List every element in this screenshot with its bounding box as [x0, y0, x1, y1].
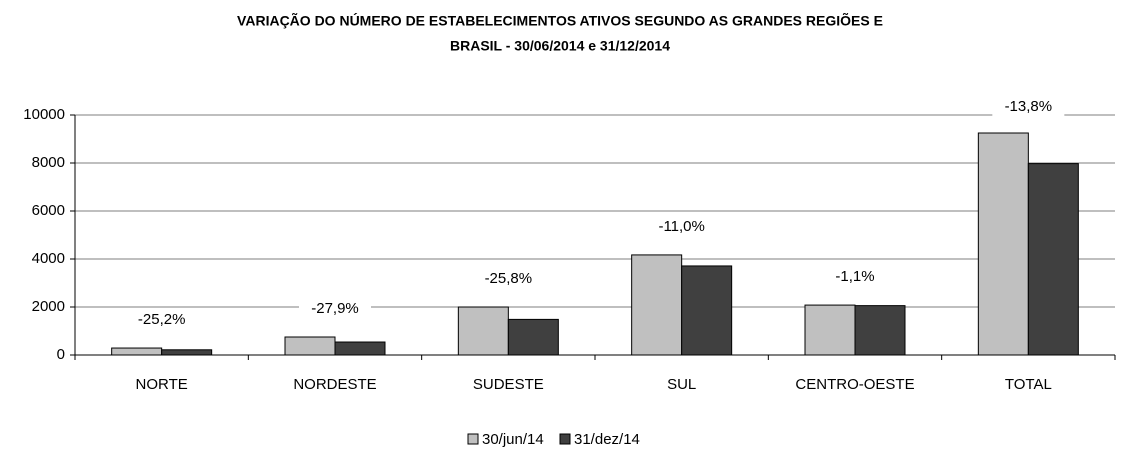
annotation-bg: [125, 310, 198, 331]
y-tick-label: 6000: [32, 202, 65, 219]
annotation: -27,9%: [311, 300, 359, 317]
bar: [334, 341, 386, 356]
bar: [977, 132, 1029, 356]
x-tick-label: SUDESTE: [473, 376, 544, 393]
annotation-bg: [645, 216, 718, 237]
y-tick-label: 4000: [32, 250, 65, 267]
y-tick-label: 0: [57, 346, 65, 363]
annotation-bg: [299, 299, 371, 319]
annotation: -25,8%: [485, 270, 533, 287]
annotation: -13,8%: [1005, 98, 1053, 115]
x-tick-label: NORTE: [136, 376, 188, 393]
x-tick-label: CENTRO-OESTE: [795, 376, 914, 393]
bar: [507, 318, 559, 356]
bar: [161, 349, 213, 356]
annotation: -25,2%: [138, 311, 186, 328]
legend-swatch: [559, 433, 571, 445]
x-tick-label: NORDESTE: [293, 376, 376, 393]
y-tick-label: 8000: [32, 154, 65, 171]
x-tick-label: SUL: [667, 376, 696, 393]
bar: [631, 254, 683, 356]
bar: [457, 306, 509, 356]
annotation: -11,0%: [658, 218, 704, 235]
chart-title: VARIAÇÃO DO NÚMERO DE ESTABELECIMENTOS A…: [237, 12, 883, 29]
annotation-bg: [819, 267, 891, 288]
y-tick-label: 2000: [32, 298, 65, 315]
legend-label: 31/dez/14: [574, 431, 640, 448]
bar: [284, 336, 336, 356]
chart-title: BRASIL - 30/06/2014 e 31/12/2014: [450, 38, 670, 54]
y-tick-label: 10000: [23, 106, 65, 123]
annotation-bg: [472, 269, 545, 289]
annotation: -1,1%: [835, 268, 874, 285]
bar: [854, 305, 906, 356]
bar: [111, 347, 163, 356]
bar: [1027, 163, 1079, 356]
legend-label: 30/jun/14: [482, 431, 544, 448]
bar: [804, 304, 856, 356]
x-tick-label: TOTAL: [1005, 376, 1052, 393]
legend-swatch: [467, 433, 479, 445]
annotation-bg: [992, 97, 1065, 117]
bar: [681, 265, 733, 356]
